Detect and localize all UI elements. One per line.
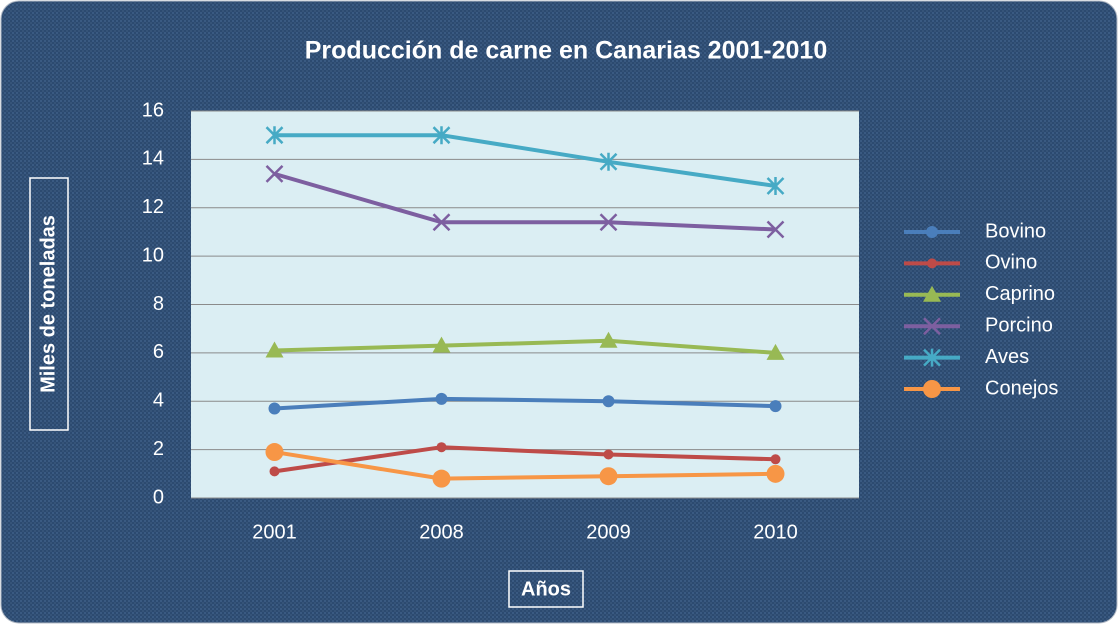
marker: [923, 285, 941, 302]
x-axis-label: Años: [521, 578, 571, 600]
legend-label: Caprino: [985, 283, 1055, 305]
series-line: [274, 133, 776, 188]
marker: [599, 331, 618, 348]
marker: [769, 400, 782, 413]
marker: [602, 395, 615, 408]
x-tick-label: 2008: [419, 521, 464, 543]
x-tick-label: 2009: [586, 521, 631, 543]
y-tick-label: 8: [153, 293, 164, 315]
chart-title: Producción de carne en Canarias 2001-201…: [305, 37, 827, 65]
marker: [432, 336, 451, 353]
marker: [599, 467, 618, 486]
y-tick-label: 16: [142, 99, 164, 121]
marker: [599, 152, 618, 171]
series-line: [273, 171, 776, 232]
marker: [603, 449, 614, 460]
y-tick-label: 10: [142, 244, 164, 266]
marker: [432, 213, 451, 232]
marker: [923, 380, 941, 398]
y-tick-label: 2: [153, 438, 164, 460]
marker: [432, 126, 451, 145]
marker: [766, 220, 785, 239]
legend-label: Conejos: [985, 377, 1058, 399]
marker: [923, 317, 941, 336]
y-axis-label: Miles de toneladas: [37, 215, 59, 393]
y-tick-label: 12: [142, 196, 164, 218]
marker: [265, 126, 284, 145]
legend-label: Ovino: [985, 252, 1037, 274]
y-tick-label: 0: [153, 486, 164, 508]
marker: [599, 213, 618, 232]
marker: [268, 402, 281, 415]
marker: [265, 443, 284, 462]
marker: [432, 469, 451, 488]
legend-label: Aves: [985, 346, 1029, 368]
marker: [770, 454, 781, 465]
y-tick-label: 6: [153, 341, 164, 363]
x-label-box: [508, 570, 584, 608]
marker: [265, 165, 284, 183]
marker: [926, 226, 938, 238]
marker: [766, 464, 785, 483]
marker: [265, 341, 284, 358]
marker: [927, 258, 937, 269]
legend-label: Porcino: [985, 314, 1053, 336]
legend-label: Bovino: [985, 220, 1046, 242]
series-line: [274, 445, 776, 474]
y-label-box: [29, 177, 69, 431]
marker: [923, 348, 941, 367]
series-line: [274, 396, 776, 411]
series-line: [274, 338, 776, 355]
series-line: [274, 450, 776, 481]
marker: [436, 442, 447, 453]
marker: [766, 343, 785, 360]
y-tick-label: 14: [142, 148, 164, 170]
x-tick-label: 2001: [252, 521, 297, 543]
x-tick-label: 2010: [753, 521, 798, 543]
marker: [269, 466, 280, 477]
marker: [766, 176, 785, 195]
marker: [435, 392, 448, 405]
y-tick-label: 4: [153, 390, 164, 412]
